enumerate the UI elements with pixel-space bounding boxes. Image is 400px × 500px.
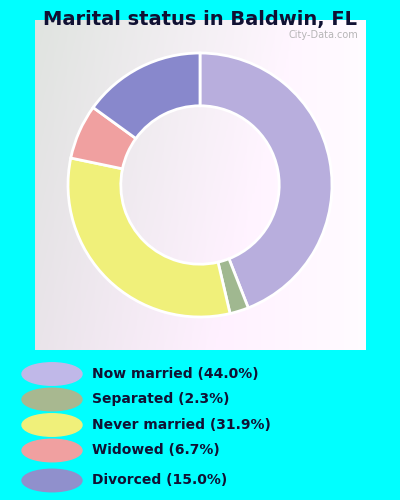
Wedge shape (68, 158, 230, 317)
Text: Divorced (15.0%): Divorced (15.0%) (92, 474, 227, 488)
Circle shape (22, 440, 82, 462)
Text: Now married (44.0%): Now married (44.0%) (92, 367, 259, 381)
Text: Separated (2.3%): Separated (2.3%) (92, 392, 230, 406)
Wedge shape (218, 258, 248, 314)
Wedge shape (200, 53, 332, 308)
Circle shape (22, 469, 82, 492)
Text: Marital status in Baldwin, FL: Marital status in Baldwin, FL (43, 10, 357, 29)
Text: City-Data.com: City-Data.com (289, 30, 358, 40)
Wedge shape (71, 108, 136, 169)
Circle shape (22, 363, 82, 385)
Circle shape (22, 414, 82, 436)
Text: Widowed (6.7%): Widowed (6.7%) (92, 444, 220, 458)
Circle shape (22, 388, 82, 411)
Text: Never married (31.9%): Never married (31.9%) (92, 418, 271, 432)
Wedge shape (93, 53, 200, 138)
